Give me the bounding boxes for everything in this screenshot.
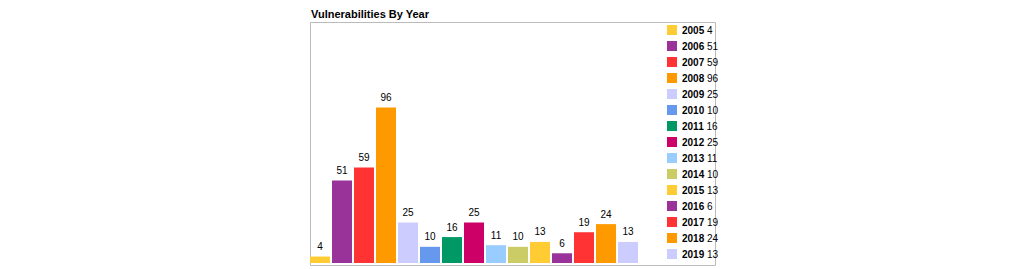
- svg-text:Vulnerabilities By Year: Vulnerabilities By Year: [311, 8, 430, 20]
- svg-text:10: 10: [512, 231, 524, 242]
- svg-text:25: 25: [468, 207, 480, 218]
- svg-text:13: 13: [534, 226, 546, 237]
- svg-text:2012: 2012: [682, 137, 705, 148]
- svg-text:6: 6: [559, 238, 565, 249]
- svg-text:6: 6: [704, 201, 713, 212]
- svg-text:10: 10: [704, 169, 718, 180]
- svg-text:2017: 2017: [682, 217, 705, 228]
- svg-text:10: 10: [704, 105, 718, 116]
- svg-text:11: 11: [704, 153, 718, 164]
- svg-text:13: 13: [704, 185, 718, 196]
- svg-text:2011: 2011: [682, 121, 704, 132]
- svg-text:2006: 2006: [682, 41, 705, 52]
- svg-text:2013: 2013: [682, 153, 705, 164]
- svg-text:2007: 2007: [682, 57, 705, 68]
- svg-text:11: 11: [491, 230, 502, 241]
- svg-text:51: 51: [336, 165, 348, 176]
- svg-text:24: 24: [600, 209, 612, 220]
- svg-text:25: 25: [402, 207, 414, 218]
- svg-text:2014: 2014: [682, 169, 705, 180]
- svg-text:19: 19: [704, 217, 718, 228]
- svg-text:16: 16: [446, 222, 458, 233]
- svg-text:2008: 2008: [682, 73, 705, 84]
- svg-text:2018: 2018: [682, 233, 705, 244]
- svg-text:4: 4: [704, 25, 713, 36]
- svg-text:59: 59: [704, 57, 718, 68]
- svg-text:2016: 2016: [682, 201, 705, 212]
- svg-text:13: 13: [622, 226, 634, 237]
- svg-text:2019: 2019: [682, 249, 705, 260]
- svg-text:51: 51: [704, 41, 718, 52]
- svg-text:24: 24: [704, 233, 718, 244]
- svg-text:2005: 2005: [682, 25, 705, 36]
- svg-text:96: 96: [380, 92, 392, 103]
- svg-text:19: 19: [578, 217, 590, 228]
- svg-text:10: 10: [424, 231, 436, 242]
- svg-text:13: 13: [704, 249, 718, 260]
- svg-text:59: 59: [358, 152, 370, 163]
- svg-text:25: 25: [704, 137, 718, 148]
- svg-text:2010: 2010: [682, 105, 705, 116]
- svg-text:4: 4: [317, 241, 323, 252]
- svg-text:16: 16: [704, 121, 718, 132]
- svg-text:2009: 2009: [682, 89, 705, 100]
- svg-text:25: 25: [704, 89, 718, 100]
- svg-text:2015: 2015: [682, 185, 705, 196]
- svg-text:96: 96: [704, 73, 718, 84]
